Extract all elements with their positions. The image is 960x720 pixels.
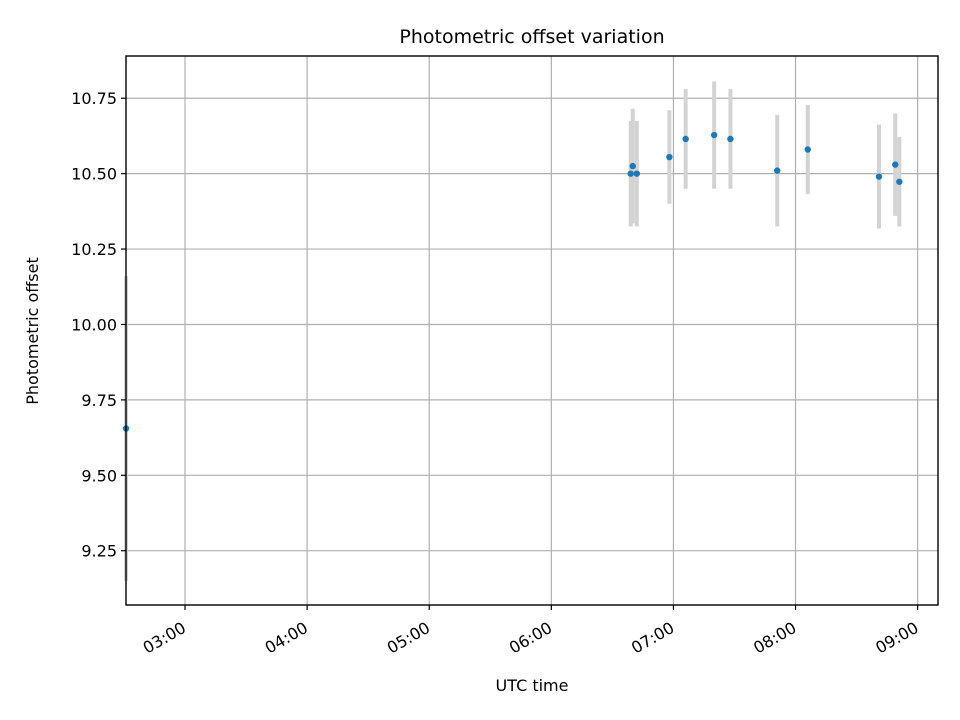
y-tick-label: 9.75 (81, 391, 117, 410)
data-point (629, 162, 636, 170)
data-point (727, 135, 734, 143)
data-point (633, 170, 641, 177)
x-tick-label: 07:00 (628, 618, 677, 658)
x-tick-label: 04:00 (262, 618, 311, 658)
y-tick-label: 10.00 (71, 315, 117, 334)
y-tick-label: 10.25 (71, 240, 117, 259)
x-axis-title: UTC time (496, 676, 569, 695)
data-point (896, 178, 903, 185)
y-tick-label: 9.25 (81, 542, 117, 561)
data-point (682, 135, 689, 143)
x-tick-label: 09:00 (872, 618, 921, 658)
y-axis-title: Photometric offset (23, 257, 42, 405)
x-axis-ticks: 03:00 04:00 05:00 06:00 07:00 08:00 09:00 (140, 605, 922, 658)
x-tick-label: 06:00 (506, 618, 555, 658)
y-tick-label: 9.50 (81, 466, 117, 485)
data-point (804, 146, 811, 153)
x-tick-label: 05:00 (384, 618, 433, 658)
data-point (892, 161, 899, 168)
y-axis-ticks: 9.25 9.50 9.75 10.00 10.25 10.50 10.75 (71, 89, 126, 561)
data-point (774, 167, 781, 174)
data-point (710, 131, 718, 139)
x-tick-label: 03:00 (140, 618, 189, 658)
y-tick-label: 10.50 (71, 165, 117, 184)
data-points (122, 131, 903, 432)
x-tick-label: 08:00 (750, 618, 799, 658)
data-point (627, 170, 634, 177)
chart-title: Photometric offset variation (399, 26, 664, 48)
grid (126, 56, 938, 605)
error-bars (124, 81, 902, 581)
data-point (666, 153, 673, 161)
data-point (875, 173, 883, 180)
plot-frame (125, 55, 939, 606)
y-tick-label: 10.75 (71, 89, 117, 108)
